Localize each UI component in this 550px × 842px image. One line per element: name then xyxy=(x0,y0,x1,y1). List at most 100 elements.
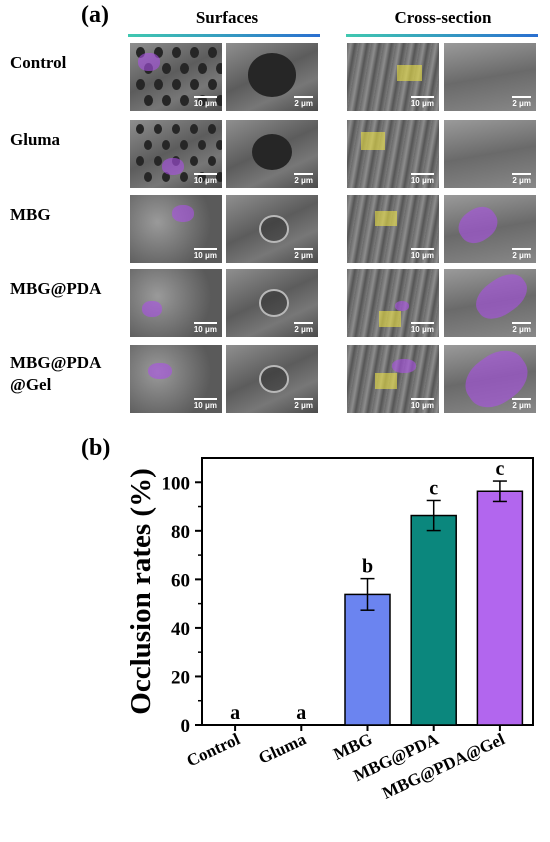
dentin-tubule xyxy=(190,124,198,134)
dentin-tubule xyxy=(144,172,152,182)
yellow-highlight-region xyxy=(375,373,397,389)
dentin-tubule xyxy=(162,172,170,182)
purple-highlight-region xyxy=(148,363,172,379)
purple-highlight-region xyxy=(392,359,416,373)
dentin-tubule xyxy=(198,140,206,150)
dentin-tubule xyxy=(136,79,145,90)
surfaces-rule xyxy=(128,34,320,37)
dentin-tubule xyxy=(136,47,145,58)
sem-tile-r5-c2: 2 μm xyxy=(226,345,318,413)
purple-highlight-region xyxy=(142,301,162,317)
dentin-tubule xyxy=(162,140,170,150)
dentin-tubule xyxy=(180,172,188,182)
sem-tile-r1-c3: 10 μm xyxy=(347,43,439,111)
sem-tile-r5-c1: 10 μm xyxy=(130,345,222,413)
dentin-tubule xyxy=(180,140,188,150)
panel-a-label: (a) xyxy=(81,2,109,28)
bar-mbg-pda-gel xyxy=(476,490,524,726)
scale-bar-label: 2 μm xyxy=(294,322,313,334)
dentin-tubule xyxy=(162,95,171,106)
significance-letter: c xyxy=(429,477,438,499)
purple-highlight-region xyxy=(162,158,184,175)
dentin-tubule xyxy=(144,95,153,106)
scale-bar-label: 10 μm xyxy=(411,248,434,260)
sem-tile-r2-c2: 2 μm xyxy=(226,120,318,188)
sem-tile-r1-c1: 10 μm xyxy=(130,43,222,111)
scale-bar-label: 2 μm xyxy=(512,96,531,108)
scale-bar-label: 10 μm xyxy=(411,322,434,334)
scale-bar-label: 10 μm xyxy=(411,398,434,410)
y-tick-label: 20 xyxy=(171,667,190,688)
row-label-gluma: Gluma xyxy=(10,130,61,149)
cross-section-rule xyxy=(346,34,538,37)
sem-tile-r4-c4: 2 μm xyxy=(444,269,536,337)
sem-tile-r4-c3: 10 μm xyxy=(347,269,439,337)
dentin-tubule xyxy=(136,124,144,134)
scale-bar-label: 2 μm xyxy=(294,398,313,410)
dentin-tubule xyxy=(136,156,144,166)
row-label-mbg-pda-gel: MBG@PDA @Gel xyxy=(10,352,101,396)
tubule-opening xyxy=(259,215,289,243)
scale-bar-label: 2 μm xyxy=(294,248,313,260)
y-tick-label: 100 xyxy=(162,473,191,494)
dentin-tubule xyxy=(208,124,216,134)
dentin-tubule xyxy=(208,47,217,58)
sem-tile-r2-c4: 2 μm xyxy=(444,120,536,188)
sem-tile-r4-c2: 2 μm xyxy=(226,269,318,337)
yellow-highlight-region xyxy=(397,65,422,81)
dentin-tubule xyxy=(216,95,222,106)
dentin-tubule xyxy=(198,63,207,74)
dentin-tubule xyxy=(172,47,181,58)
row-label-mbg-pda: MBG@PDA xyxy=(10,279,102,298)
dentin-tubule xyxy=(154,79,163,90)
column-header-surfaces: Surfaces xyxy=(195,8,259,27)
scale-bar-label: 10 μm xyxy=(194,96,217,108)
purple-highlight-region xyxy=(395,301,409,311)
sem-tile-r2-c3: 10 μm xyxy=(347,120,439,188)
dentin-tubule xyxy=(162,63,171,74)
scale-bar-label: 10 μm xyxy=(194,398,217,410)
yellow-highlight-region xyxy=(361,132,385,150)
purple-highlight-region xyxy=(138,53,160,71)
dentin-tubule xyxy=(216,63,222,74)
sem-tile-r3-c1: 10 μm xyxy=(130,195,222,263)
sem-tile-r3-c2: 2 μm xyxy=(226,195,318,263)
sem-tile-r3-c4: 2 μm xyxy=(444,195,536,263)
x-tick-label: Control xyxy=(184,729,243,770)
scale-bar-label: 2 μm xyxy=(512,173,531,185)
bar-mbg-pda xyxy=(410,514,457,726)
significance-letter: b xyxy=(362,556,373,578)
sem-tile-r2-c1: 10 μm xyxy=(130,120,222,188)
tubule-opening xyxy=(248,53,296,97)
scale-bar-label: 2 μm xyxy=(512,322,531,334)
dentin-tubule xyxy=(154,156,162,166)
dentin-tubule xyxy=(172,79,181,90)
y-tick-label: 0 xyxy=(181,716,191,737)
sem-tile-r3-c3: 10 μm xyxy=(347,195,439,263)
dentin-tubule xyxy=(208,79,217,90)
row-label-mbg-pda-gel-line2: @Gel xyxy=(10,375,52,394)
y-tick-label: 60 xyxy=(171,570,190,591)
scale-bar-label: 2 μm xyxy=(512,398,531,410)
row-label-control: Control xyxy=(10,53,67,72)
dentin-tubule xyxy=(216,172,222,182)
scale-bar-label: 2 μm xyxy=(512,248,531,260)
yellow-highlight-region xyxy=(375,211,397,226)
dentin-tubule xyxy=(154,47,163,58)
tubule-opening xyxy=(259,289,289,317)
dentin-tubule xyxy=(190,79,199,90)
y-tick-label: 80 xyxy=(171,522,190,543)
y-axis-title: Occlusion rates (%) xyxy=(125,468,157,714)
dentin-tubule xyxy=(190,156,198,166)
dentin-tubule xyxy=(216,140,222,150)
scale-bar-label: 2 μm xyxy=(294,173,313,185)
tubule-opening xyxy=(259,365,289,393)
row-label-mbg: MBG xyxy=(10,205,51,224)
scale-bar-label: 10 μm xyxy=(194,248,217,260)
scale-bar-label: 2 μm xyxy=(294,96,313,108)
scale-bar-label: 10 μm xyxy=(194,173,217,185)
sem-tile-r4-c1: 10 μm xyxy=(130,269,222,337)
column-header-cross-section: Cross-section xyxy=(394,8,492,27)
scale-bar-label: 10 μm xyxy=(411,173,434,185)
